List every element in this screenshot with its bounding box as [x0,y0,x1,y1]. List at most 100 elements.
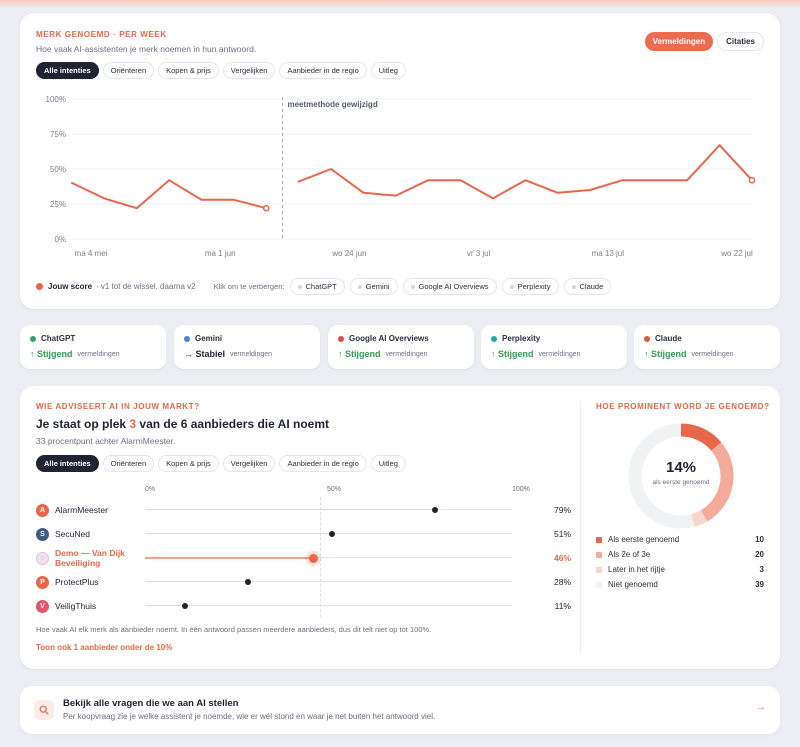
value-fill [145,533,333,534]
gemini-dot [184,335,190,342]
tab-uitleg[interactable]: Uitleg [370,62,406,79]
cta-icon-box [34,700,54,720]
y-tick-label: 50% [50,165,66,174]
chatgpt-dot [30,335,36,342]
legend-second-third: Als 2e of 3e 20 [596,547,764,562]
value-label: 51% [553,529,571,539]
prominence-legend: Als eerste genoemd 10 Als 2e of 3e 20 Late… [596,532,764,592]
market-footnote: Hoe vaak AI elk merk als aanbieder noemt… [36,625,432,634]
hide-perplexity[interactable]: Perplexity [501,278,559,295]
assistant-card-perplexity[interactable]: Perplexity ↑ Stijgend vermeldingen [481,325,627,369]
trend-status: → Stabiel [184,349,226,359]
donut-slice [628,423,695,529]
value-fill [145,556,314,559]
trend-card: MERK GENOEMD · PER WEEK Hoe vaak AI-assi… [20,13,780,309]
tab-vergelijken[interactable]: Vergelijken [222,62,276,79]
hide-chatgpt[interactable]: ChatGPT [289,278,345,295]
trend-status: ↑ Stijgend [644,349,687,359]
tab-kopen-prijs[interactable]: Kopen & prijs [158,455,219,472]
ranking-row: P ProtectPlus 28% [36,572,571,592]
tab-vergelijken[interactable]: Vergelijken [222,455,276,472]
market-card: WIE ADVISEERT AI IN JOUW MARKT? Je staat… [20,386,780,669]
assistant-card-gemini[interactable]: Gemini → Stabiel vermeldingen [174,325,320,369]
provider-name: VeiligThuis [55,601,97,611]
avatar: A [36,503,49,517]
hide-claude[interactable]: Claude [563,278,612,295]
provider-name: SecuNed [55,529,90,539]
tab-alle-intenties[interactable]: Alle intenties [36,455,99,472]
perplexity-dot [491,335,497,342]
legend-note: · v1 tot de wissel, daarna v2 [96,282,196,291]
assistant-card-google-ai-overviews[interactable]: Google AI Overviews ↑ Stijgend vermelding… [328,325,474,369]
avatar: P [36,575,49,589]
tab-orienteren[interactable]: Oriënteren [102,62,155,79]
value-label: 46% [553,553,571,563]
section-divider [580,402,581,652]
x-tick-label: ma 13 jul [592,249,625,258]
y-tick-label: 25% [50,200,66,209]
metric-toggle: Vermeldingen Citaties [644,32,764,51]
top-glow [0,0,800,8]
trend-status: ↑ Stijgend [338,349,381,359]
toggle-citaties[interactable]: Citaties [717,32,764,51]
toggle-vermeldingen[interactable]: Vermeldingen [644,32,714,51]
hide-gemini[interactable]: Gemini [349,278,398,295]
tab-aanbieder-regio[interactable]: Aanbieder in de regio [279,62,367,79]
search-icon [39,705,49,715]
donut-slice [680,423,722,451]
provider-name: ProtectPlus [55,577,99,587]
y-tick-label: 100% [46,95,66,104]
hide-google-ai-overviews[interactable]: Google AI Overviews [402,278,497,295]
hide-hint: Klik om te verbergen: [213,282,285,291]
tab-uitleg[interactable]: Uitleg [370,455,406,472]
legend-first: Als eerste genoemd 10 [596,532,764,547]
cta-title: Bekijk alle vragen die we aan AI stellen [63,698,239,709]
tab-aanbieder-regio[interactable]: Aanbieder in de regio [279,455,367,472]
trend-eyebrow: MERK GENOEMD · PER WEEK [36,30,167,39]
score-v2-end-point [748,176,756,184]
donut-slice [700,442,734,522]
y-tick-label: 0% [54,235,66,244]
tab-kopen-prijs[interactable]: Kopen & prijs [158,62,219,79]
provider-name: Demo — Van Dijk Beveiliging [55,548,125,568]
ranking-row: V VeiligThuis 11% [36,596,571,616]
provider-name: AlarmMeester [55,505,108,515]
value-fill [145,605,186,606]
market-headline: Je staat op plek 3 van de 6 aanbieders d… [36,417,330,431]
legend-not-mentioned: Niet genoemd 39 [596,577,764,592]
score-v2-line [297,144,753,200]
assistant-card-chatgpt[interactable]: ChatGPT ↑ Stijgend vermeldingen [20,325,166,369]
axis-0: 0% [145,486,156,493]
ranking-row: ◌ Demo — Van Dijk Beveiliging 46% [36,548,571,568]
tab-alle-intenties[interactable]: Alle intenties [36,62,99,79]
show-more-link[interactable]: Toon ook 1 aanbieder onder de 10% [36,643,173,652]
value-track [145,605,512,606]
cta-subtitle: Per koopvraag zie je welke assistent je … [63,712,436,721]
axis-100: 100% [512,486,530,493]
avatar: ◌ [36,551,49,565]
rank-number: 3 [129,417,137,431]
value-marker [309,553,319,563]
trend-chart: 0% 25% 50% 75% 100% meetmethode gewijzigd ma 4… [46,95,756,258]
x-tick-label: vr 3 jul [467,249,491,258]
google-dot [338,335,344,342]
assistant-card-claude[interactable]: Claude ↑ Stijgend vermeldingen [634,325,780,369]
axis-50: 50% [327,486,342,493]
prominence-eyebrow: HOE PROMINENT WORD JE GENOEMD? [596,402,770,411]
value-marker [244,579,251,585]
trend-status: ↑ Stijgend [30,349,73,359]
donut-center-value: 14% [665,459,697,476]
value-fill [145,509,435,510]
cta-card[interactable]: Bekijk alle vragen die we aan AI stellen… [20,686,780,734]
trend-legend: Jouw score · v1 tot de wissel, daarna v2… [36,278,612,295]
value-label: 79% [553,505,571,515]
trend-subtitle: Hoe vaak AI-assistenten je merk noemen i… [36,44,257,54]
value-marker [431,507,438,513]
value-fill [145,581,248,582]
legend-later: Later in het rijtje 3 [596,562,764,577]
method-change-label: meetmethode gewijzigd [287,100,377,109]
tab-orienteren[interactable]: Oriënteren [102,455,155,472]
avatar: V [36,599,49,613]
donut-slice [691,510,708,527]
trend-intent-tabs: Alle intenties Oriënteren Kopen & prijs … [36,62,410,79]
